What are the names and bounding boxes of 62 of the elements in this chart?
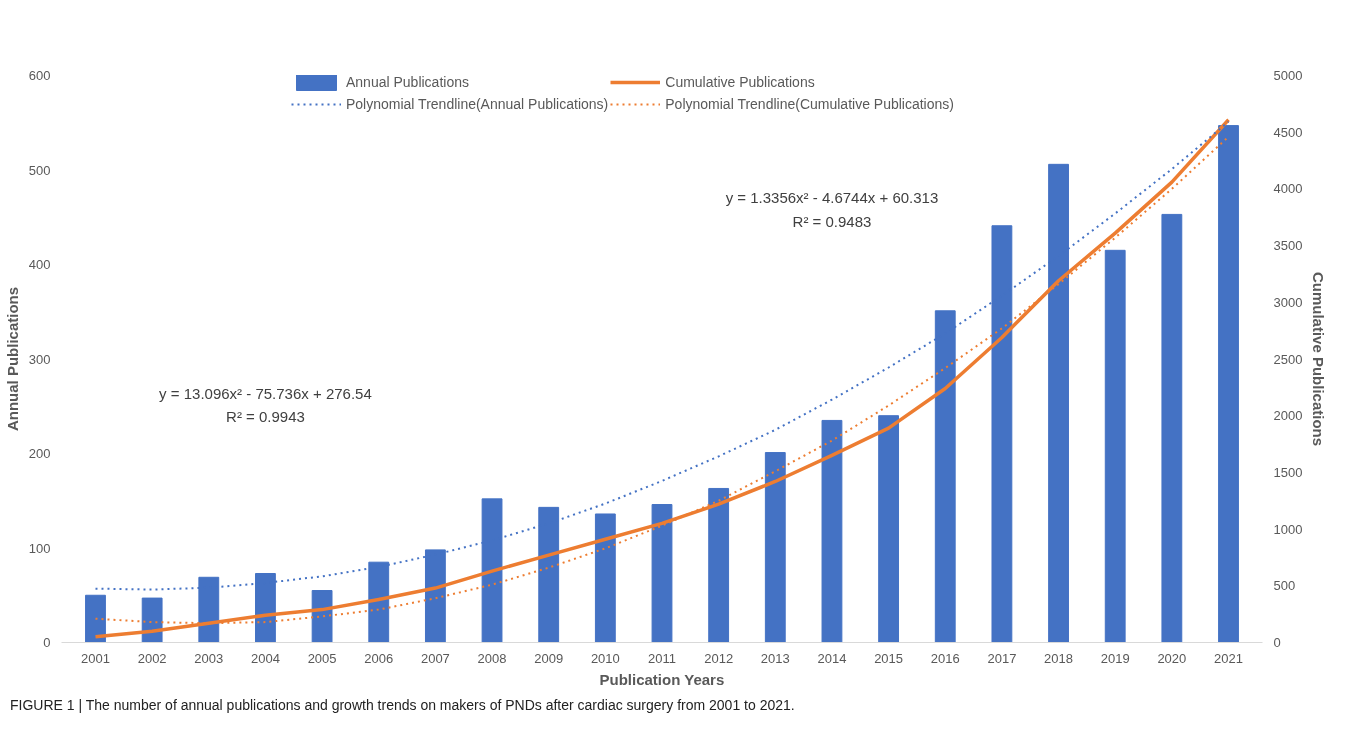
x-tick-label: 2013: [760, 650, 790, 666]
bar: [85, 594, 106, 643]
y-tick-label: 0: [43, 635, 51, 650]
x-tick-label: 2016: [930, 650, 960, 666]
y-tick-label: 300: [28, 351, 51, 367]
x-tick-label: 2005: [307, 650, 337, 666]
bar: [708, 487, 730, 643]
x-tick-label: 2020: [1157, 650, 1187, 666]
bar: [764, 452, 786, 643]
x-tick-label: 2011: [648, 650, 676, 666]
bar: [141, 597, 163, 643]
y-tick-label: 100: [28, 540, 51, 556]
y-axis-title: Annual Publications: [3, 286, 21, 432]
bar: [651, 504, 673, 643]
y2-tick-label: 0: [1273, 635, 1281, 650]
bar: [821, 419, 843, 643]
y2-tick-label: 4500: [1273, 124, 1303, 140]
x-tick-label: 2021: [1214, 650, 1243, 666]
x-axis-title: Publication Years: [599, 670, 725, 688]
legend-label: Polynomial Trendline(Cumulative Publications): [665, 96, 954, 112]
annotation: R² = 0.9943: [226, 408, 305, 426]
x-tick-label: 2014: [817, 650, 847, 666]
bar: [1161, 213, 1183, 643]
x-tick-label: 2015: [874, 650, 904, 666]
y2-axis-title: Cumulative Publications: [1310, 271, 1328, 447]
x-tick-label: 2001: [81, 650, 110, 666]
x-tick-label: 2008: [477, 650, 507, 666]
y2-tick-label: 500: [1273, 578, 1296, 594]
annotation: y = 13.096x² - 75.736x + 276.54: [159, 384, 372, 402]
bar: [1104, 249, 1126, 643]
y2-tick-label: 1500: [1273, 464, 1303, 480]
y2-tick-label: 3000: [1273, 294, 1303, 310]
y2-tick-label: 5000: [1273, 68, 1303, 83]
y2-tick-label: 3500: [1273, 238, 1303, 254]
x-tick-label: 2006: [364, 650, 394, 666]
annotation: y = 1.3356x² - 4.6744x + 60.313: [725, 188, 939, 206]
y-tick-label: 600: [28, 68, 51, 83]
legend-label: Cumulative Publications: [665, 74, 815, 90]
y2-tick-label: 4000: [1273, 181, 1303, 197]
y-tick-label: 200: [28, 446, 51, 461]
x-tick-label: 2019: [1100, 650, 1130, 666]
bar: [878, 415, 900, 643]
y2-tick-label: 1000: [1273, 521, 1303, 537]
bar: [311, 590, 333, 643]
annotation: R² = 0.9483: [792, 212, 872, 230]
y-tick-label: 400: [28, 257, 51, 272]
y2-tick-label: 2000: [1273, 408, 1303, 424]
x-tick-label: 2002: [137, 650, 167, 666]
x-tick-label: 2012: [704, 650, 734, 666]
legend-label: Polynomial Trendline(Annual Publications): [346, 96, 609, 112]
legend-label: Annual Publications: [346, 74, 469, 90]
x-tick-label: 2018: [1044, 650, 1074, 666]
x-tick-label: 2010: [590, 650, 620, 666]
x-tick-label: 2007: [420, 650, 450, 666]
caption: FIGURE 1 | The number of annual publications and growth trends on makers of PNDs after cardiac surgery from 2001 to 2021.: [10, 696, 795, 715]
x-tick-label: 2004: [250, 650, 280, 666]
x-tick-label: 2017: [987, 650, 1017, 666]
x-tick-label: 2009: [534, 650, 564, 666]
bar: [594, 513, 616, 643]
y-tick-label: 500: [28, 162, 51, 178]
y2-tick-label: 2500: [1273, 351, 1303, 367]
x-tick-label: 2003: [194, 650, 224, 666]
